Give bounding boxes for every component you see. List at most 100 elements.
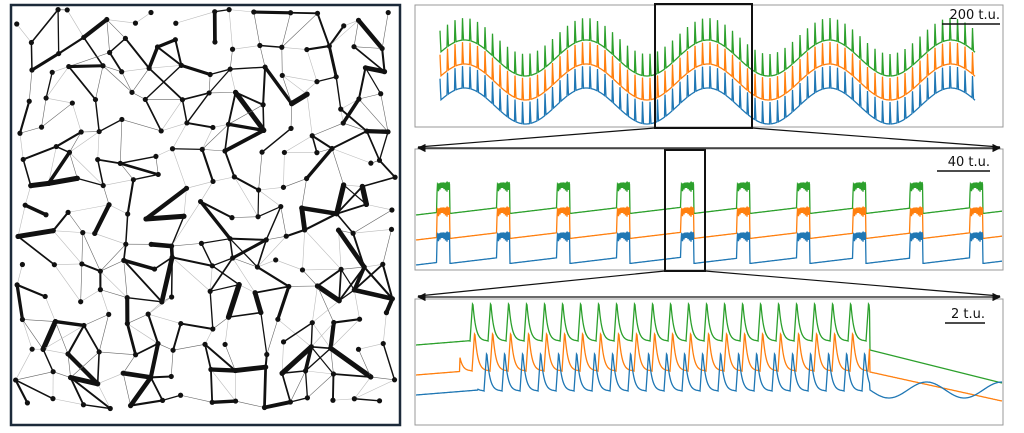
- edge: [200, 181, 214, 202]
- edge: [304, 146, 334, 181]
- edge: [23, 203, 48, 217]
- node: [333, 74, 339, 80]
- edge: [159, 254, 175, 305]
- edge: [331, 373, 335, 402]
- edge: [208, 68, 231, 94]
- edge: [210, 368, 214, 404]
- edge: [332, 373, 372, 378]
- edge: [208, 367, 238, 373]
- node: [13, 377, 19, 383]
- node: [308, 344, 314, 350]
- edge: [153, 256, 173, 270]
- edge: [284, 135, 313, 153]
- edge: [281, 372, 292, 403]
- node: [28, 39, 34, 46]
- edge: [352, 229, 392, 234]
- edge: [122, 354, 136, 374]
- node: [197, 198, 204, 205]
- zoom-line: [704, 270, 1001, 297]
- edge: [82, 404, 111, 410]
- edge: [106, 19, 110, 53]
- edge: [233, 89, 267, 133]
- node: [42, 293, 48, 300]
- edge: [172, 344, 206, 351]
- edge: [172, 148, 187, 189]
- node: [376, 157, 383, 163]
- node: [258, 309, 264, 316]
- edge: [67, 353, 71, 378]
- node: [389, 296, 395, 302]
- edge: [262, 400, 293, 410]
- panel-frame: [414, 148, 1004, 271]
- node: [288, 125, 294, 131]
- zoom-line: [417, 127, 656, 148]
- node: [43, 212, 49, 218]
- edge: [361, 176, 396, 188]
- edge: [119, 163, 134, 180]
- edge: [22, 319, 44, 350]
- edge: [335, 76, 342, 110]
- edge: [334, 182, 347, 217]
- edge: [147, 45, 160, 71]
- edge: [186, 181, 214, 189]
- node: [100, 63, 106, 69]
- node: [261, 127, 267, 133]
- edge: [211, 257, 234, 267]
- zoom-line: [751, 127, 1001, 148]
- edge: [224, 316, 229, 345]
- node: [232, 367, 238, 374]
- node: [202, 341, 208, 347]
- node: [309, 133, 315, 139]
- edge: [266, 319, 279, 355]
- node: [106, 311, 112, 317]
- edge: [265, 205, 282, 241]
- edge: [330, 318, 360, 349]
- edge: [46, 150, 72, 186]
- node: [95, 156, 101, 163]
- edge: [172, 322, 182, 352]
- edge: [224, 150, 236, 178]
- node: [368, 374, 374, 380]
- node: [65, 351, 71, 357]
- edge: [160, 99, 183, 132]
- node: [222, 341, 228, 348]
- edge: [359, 183, 370, 208]
- edge: [353, 263, 384, 291]
- edge: [52, 371, 71, 378]
- edge: [30, 41, 33, 71]
- edge: [17, 235, 56, 266]
- node: [24, 400, 31, 406]
- edge: [19, 126, 42, 134]
- edge: [121, 71, 133, 93]
- node: [210, 178, 216, 185]
- node: [225, 314, 232, 320]
- edge: [82, 232, 101, 272]
- edge: [304, 229, 342, 270]
- node: [302, 227, 308, 233]
- node: [341, 23, 347, 29]
- edge: [311, 134, 318, 154]
- edge: [68, 52, 110, 67]
- node: [381, 69, 388, 75]
- edge: [121, 67, 150, 73]
- node: [278, 203, 284, 210]
- node: [104, 16, 110, 23]
- zoom-line: [417, 270, 666, 297]
- node: [132, 20, 139, 26]
- node: [264, 351, 270, 358]
- node: [81, 34, 87, 41]
- edge: [283, 152, 285, 188]
- node: [289, 101, 295, 107]
- edge: [257, 259, 277, 268]
- edge: [97, 383, 111, 409]
- edge: [55, 130, 83, 148]
- edge: [155, 156, 159, 175]
- edge: [281, 75, 293, 104]
- edge: [69, 376, 85, 406]
- edge: [304, 370, 309, 399]
- edge: [98, 351, 136, 356]
- edge: [122, 243, 127, 262]
- edge: [200, 238, 231, 245]
- edge: [365, 130, 381, 162]
- node: [330, 371, 337, 377]
